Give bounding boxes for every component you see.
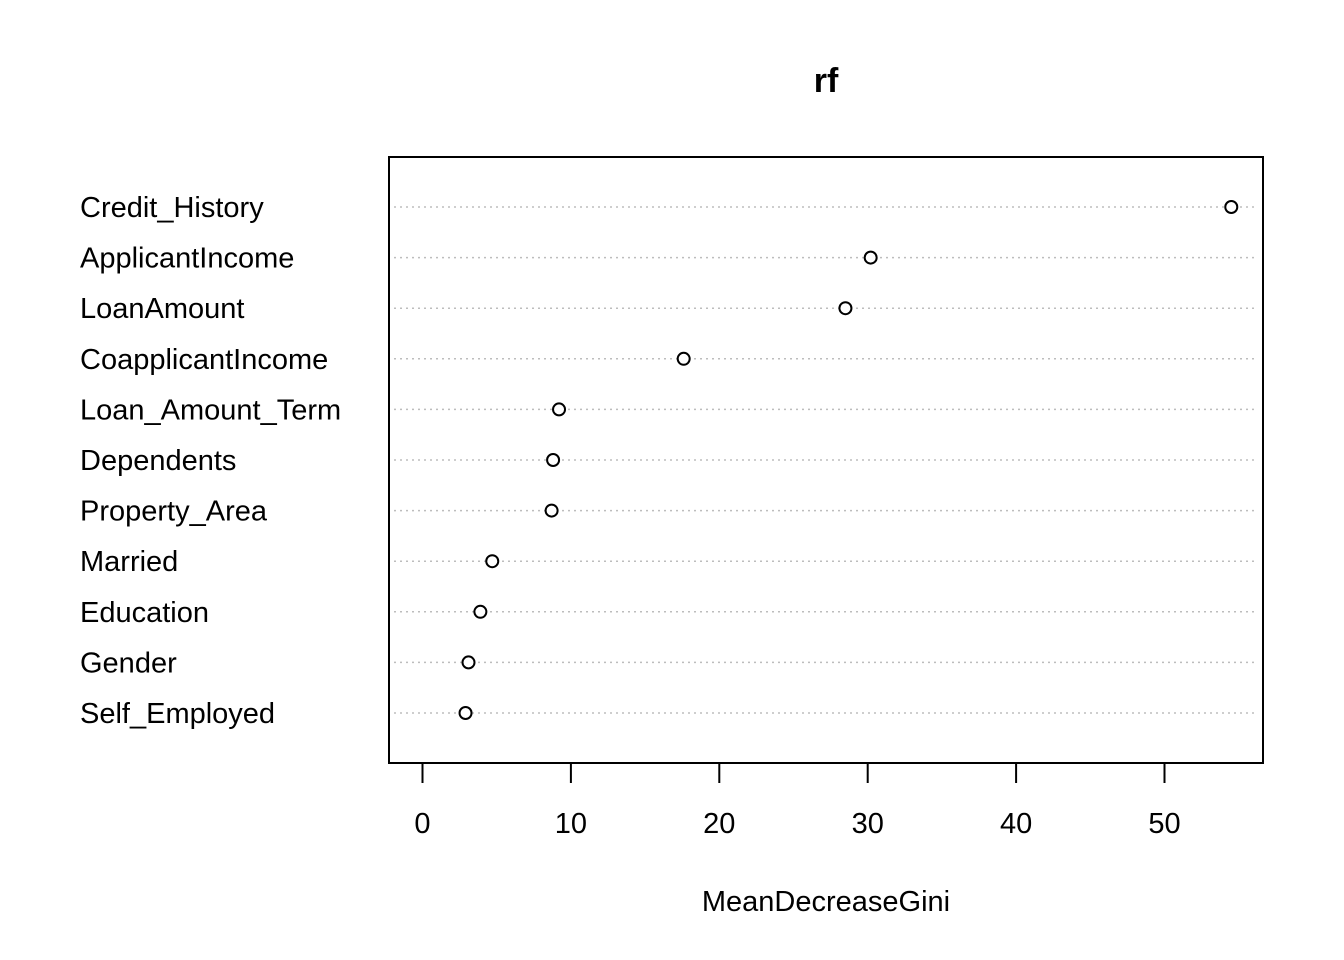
category-label: Self_Employed xyxy=(80,698,275,730)
data-point xyxy=(676,351,691,366)
x-tick-label: 0 xyxy=(414,808,430,840)
x-tick-label: 10 xyxy=(555,808,587,840)
data-points xyxy=(458,200,1239,720)
data-point xyxy=(461,655,476,670)
data-point xyxy=(485,554,500,569)
x-axis: 0 10 20 30 40 50 xyxy=(414,762,1181,840)
data-point xyxy=(838,301,853,316)
category-label: Married xyxy=(80,546,178,578)
x-ticks: 0 10 20 30 40 50 xyxy=(414,763,1181,840)
category-label: LoanAmount xyxy=(80,293,244,325)
x-tick-label: 40 xyxy=(1000,808,1032,840)
data-point xyxy=(473,604,488,619)
data-point xyxy=(863,250,878,265)
category-label: Education xyxy=(80,597,209,629)
category-label: Dependents xyxy=(80,445,236,477)
data-point xyxy=(544,503,559,518)
category-label: CoapplicantIncome xyxy=(80,344,328,376)
x-axis-label: MeanDecreaseGini xyxy=(702,886,950,918)
category-label: Credit_History xyxy=(80,192,264,224)
category-labels: Credit_History ApplicantIncome LoanAmount C… xyxy=(80,192,341,730)
grid-lines xyxy=(394,206,1258,714)
chart-title: rf xyxy=(814,62,839,100)
category-label: ApplicantIncome xyxy=(80,243,294,275)
data-point xyxy=(546,453,561,467)
data-point xyxy=(552,402,567,417)
category-label: Loan_Amount_Term xyxy=(80,394,341,426)
x-tick-label: 20 xyxy=(703,808,735,840)
x-tick-label: 30 xyxy=(852,808,884,840)
data-point xyxy=(458,706,473,720)
x-tick-label: 50 xyxy=(1148,808,1180,840)
category-label: Gender xyxy=(80,647,177,679)
data-point xyxy=(1224,200,1239,214)
category-label: Property_Area xyxy=(80,496,268,528)
